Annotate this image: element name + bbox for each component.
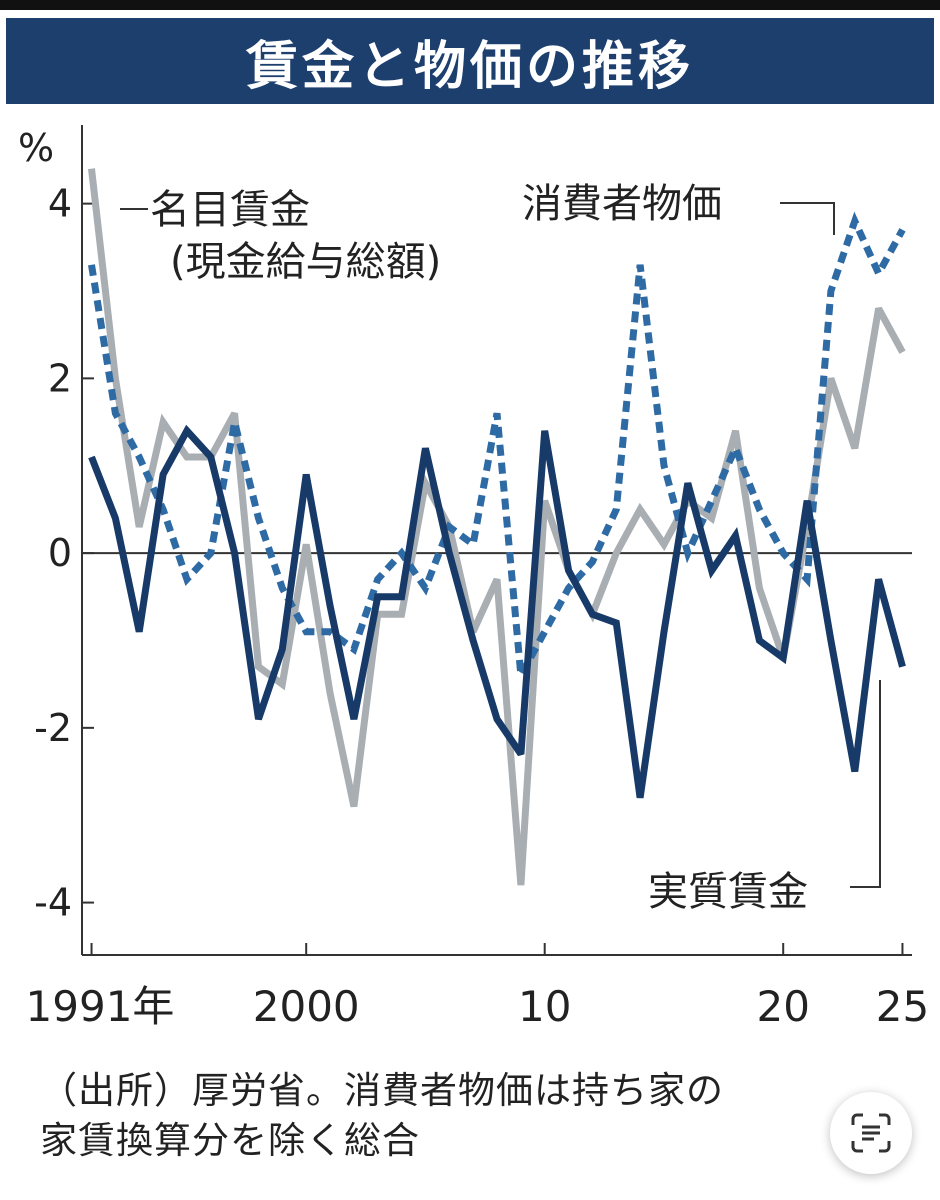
cpi-annotation: 消費者物価 xyxy=(522,181,835,235)
real-wage-label: 実質賃金 xyxy=(648,869,808,915)
cpi-label: 消費者物価 xyxy=(522,181,722,227)
lens-scan-icon xyxy=(851,1113,891,1153)
y-tick-label: 2 xyxy=(48,356,72,400)
nominal-wage-sublabel: (現金給与総額) xyxy=(170,239,441,285)
nominal-wage-annotation: 名目賃金 (現金給与総額) xyxy=(120,187,441,285)
source-line-2: 家賃換算分を除く総合 xyxy=(40,1119,420,1162)
y-tick-label: 4 xyxy=(48,182,72,226)
x-tick-label: 25 xyxy=(876,982,929,1031)
y-ticks: 4 2 0 -2 -4 xyxy=(34,182,94,925)
series-line-nominal-wage xyxy=(88,168,906,886)
axes xyxy=(81,125,912,956)
x-tick-label: 10 xyxy=(518,982,571,1031)
chart-title-band: 賃金と物価の推移 xyxy=(6,18,934,104)
top-edge-bar xyxy=(0,0,940,10)
x-tick-label: 2000 xyxy=(253,982,360,1031)
real-wage-leader xyxy=(850,680,881,888)
cpi-leader xyxy=(780,202,835,235)
source-line-1: （出所）厚労省。消費者物価は持ち家の xyxy=(40,1069,724,1112)
series-layer xyxy=(88,168,906,886)
y-tick-label: -4 xyxy=(34,881,72,925)
y-tick-label: 0 xyxy=(48,531,72,575)
chart-title: 賃金と物価の推移 xyxy=(245,36,694,97)
nominal-wage-label: 名目賃金 xyxy=(150,187,310,233)
y-tick-label: -2 xyxy=(34,706,72,750)
x-tick-label: 1991年 xyxy=(26,982,175,1031)
y-unit-label: % xyxy=(18,126,54,170)
real-wage-annotation: 実質賃金 xyxy=(648,680,881,915)
series-line-real-wage xyxy=(88,424,906,799)
line-chart: 420-2-4 1991年 2000 10 20 25 % 名目賃金 (現金給与総額) … xyxy=(18,125,929,1031)
x-ticks: 1991年 2000 10 20 25 xyxy=(26,943,929,1031)
image-search-button[interactable] xyxy=(830,1092,912,1174)
x-tick-label: 20 xyxy=(756,982,809,1031)
source-note: （出所）厚労省。消費者物価は持ち家の 家賃換算分を除く総合 xyxy=(40,1066,900,1166)
series-line-cpi xyxy=(88,211,906,678)
